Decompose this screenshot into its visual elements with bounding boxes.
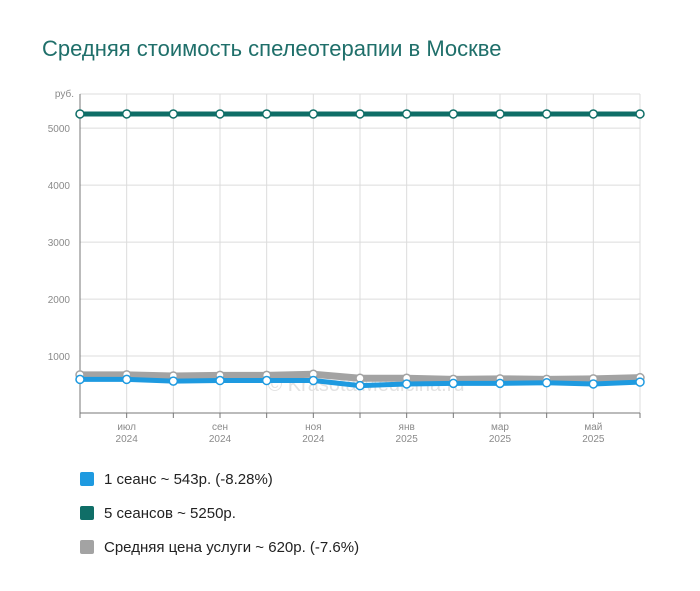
data-point <box>588 109 599 119</box>
y-tick-label: 1000 <box>48 352 71 363</box>
x-tick-label-year: 2025 <box>582 434 605 445</box>
data-point <box>495 378 505 389</box>
data-point <box>308 375 319 386</box>
data-point <box>261 109 272 119</box>
legend-label-average-price: Средняя цена услуги ~ 620р. (-7.6%) <box>104 538 360 556</box>
data-point <box>448 109 459 119</box>
legend-label-5-sessions: 5 сеансов ~ 5250р. <box>104 504 236 522</box>
data-point <box>215 375 225 386</box>
x-tick-label-month: янв <box>399 422 415 433</box>
legend: 1 сеанс ~ 543р. (-8.28%) 5 сеансов ~ 525… <box>80 462 359 564</box>
legend-swatch-average-price <box>80 540 94 554</box>
data-point <box>495 109 505 119</box>
data-point <box>308 109 319 119</box>
x-tick-label-month: июл <box>117 422 136 433</box>
data-point <box>401 109 412 119</box>
y-tick-label: 5000 <box>48 124 71 135</box>
data-point <box>168 109 179 119</box>
legend-item-1-session[interactable]: 1 сеанс ~ 543р. (-8.28%) <box>80 462 359 496</box>
legend-label-1-session: 1 сеанс ~ 543р. (-8.28%) <box>104 470 273 488</box>
x-tick-label-year: 2024 <box>209 434 232 445</box>
data-point <box>635 377 645 387</box>
x-tick-label-year: 2025 <box>489 434 512 445</box>
data-point <box>401 379 412 389</box>
data-point <box>588 379 599 389</box>
data-point <box>635 109 645 119</box>
y-tick-label: 2000 <box>48 295 71 306</box>
data-point <box>541 109 552 119</box>
x-tick-label-year: 2025 <box>396 434 419 445</box>
data-point <box>261 375 272 386</box>
line-chart: 10002000300040005000руб.июл2024сен2024но… <box>48 88 645 445</box>
data-point <box>168 376 179 386</box>
legend-item-average-price[interactable]: Средняя цена услуги ~ 620р. (-7.6%) <box>80 530 359 564</box>
x-tick-label-month: ноя <box>305 422 322 433</box>
data-point <box>355 109 365 119</box>
data-point <box>75 374 85 385</box>
data-point <box>355 380 365 391</box>
legend-swatch-1-session <box>80 472 94 486</box>
data-point <box>541 378 552 388</box>
y-axis-unit: руб. <box>55 88 74 100</box>
y-tick-label: 4000 <box>48 181 71 192</box>
legend-swatch-5-sessions <box>80 506 94 520</box>
data-point <box>121 374 132 385</box>
data-point <box>448 378 459 389</box>
data-point <box>121 109 132 119</box>
x-tick-label-month: мар <box>491 422 509 433</box>
x-tick-label-month: сен <box>212 422 228 433</box>
x-tick-label-year: 2024 <box>302 434 325 445</box>
data-point <box>215 109 225 119</box>
x-tick-label-month: май <box>584 422 602 433</box>
chart-title: Средняя стоимость спелеотерапии в Москве <box>42 36 502 61</box>
data-point <box>75 109 85 119</box>
y-tick-label: 3000 <box>48 238 71 249</box>
x-tick-label-year: 2024 <box>116 434 139 445</box>
legend-item-5-sessions[interactable]: 5 сеансов ~ 5250р. <box>80 496 359 530</box>
